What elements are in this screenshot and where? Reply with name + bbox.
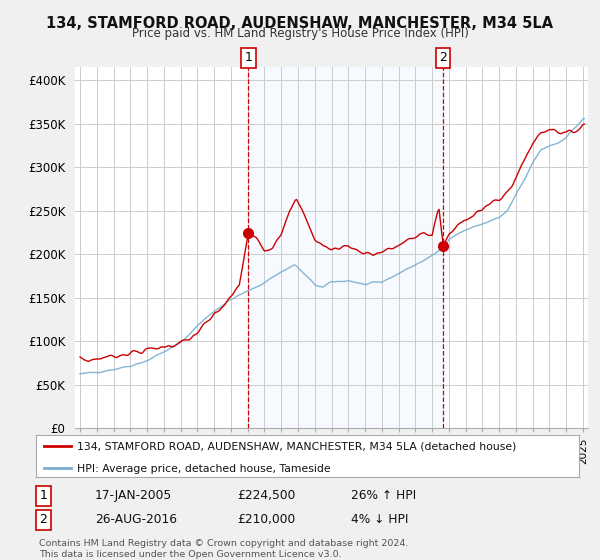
Text: 2: 2	[439, 52, 447, 64]
Text: 2: 2	[39, 513, 47, 526]
Text: 134, STAMFORD ROAD, AUDENSHAW, MANCHESTER, M34 5LA: 134, STAMFORD ROAD, AUDENSHAW, MANCHESTE…	[46, 16, 554, 31]
Text: 17-JAN-2005: 17-JAN-2005	[95, 489, 172, 502]
Text: 1: 1	[39, 489, 47, 502]
Text: Price paid vs. HM Land Registry's House Price Index (HPI): Price paid vs. HM Land Registry's House …	[131, 27, 469, 40]
Text: 4% ↓ HPI: 4% ↓ HPI	[351, 513, 409, 526]
Text: 1: 1	[244, 52, 252, 64]
Text: £224,500: £224,500	[237, 489, 295, 502]
Text: Contains HM Land Registry data © Crown copyright and database right 2024.
This d: Contains HM Land Registry data © Crown c…	[39, 539, 409, 559]
Bar	[248, 67, 443, 428]
Text: 26-AUG-2016: 26-AUG-2016	[95, 513, 177, 526]
Text: 134, STAMFORD ROAD, AUDENSHAW, MANCHESTER, M34 5LA (detached house): 134, STAMFORD ROAD, AUDENSHAW, MANCHESTE…	[77, 441, 516, 451]
Text: HPI: Average price, detached house, Tameside: HPI: Average price, detached house, Tame…	[77, 464, 331, 474]
Text: 26% ↑ HPI: 26% ↑ HPI	[351, 489, 416, 502]
Text: £210,000: £210,000	[237, 513, 295, 526]
